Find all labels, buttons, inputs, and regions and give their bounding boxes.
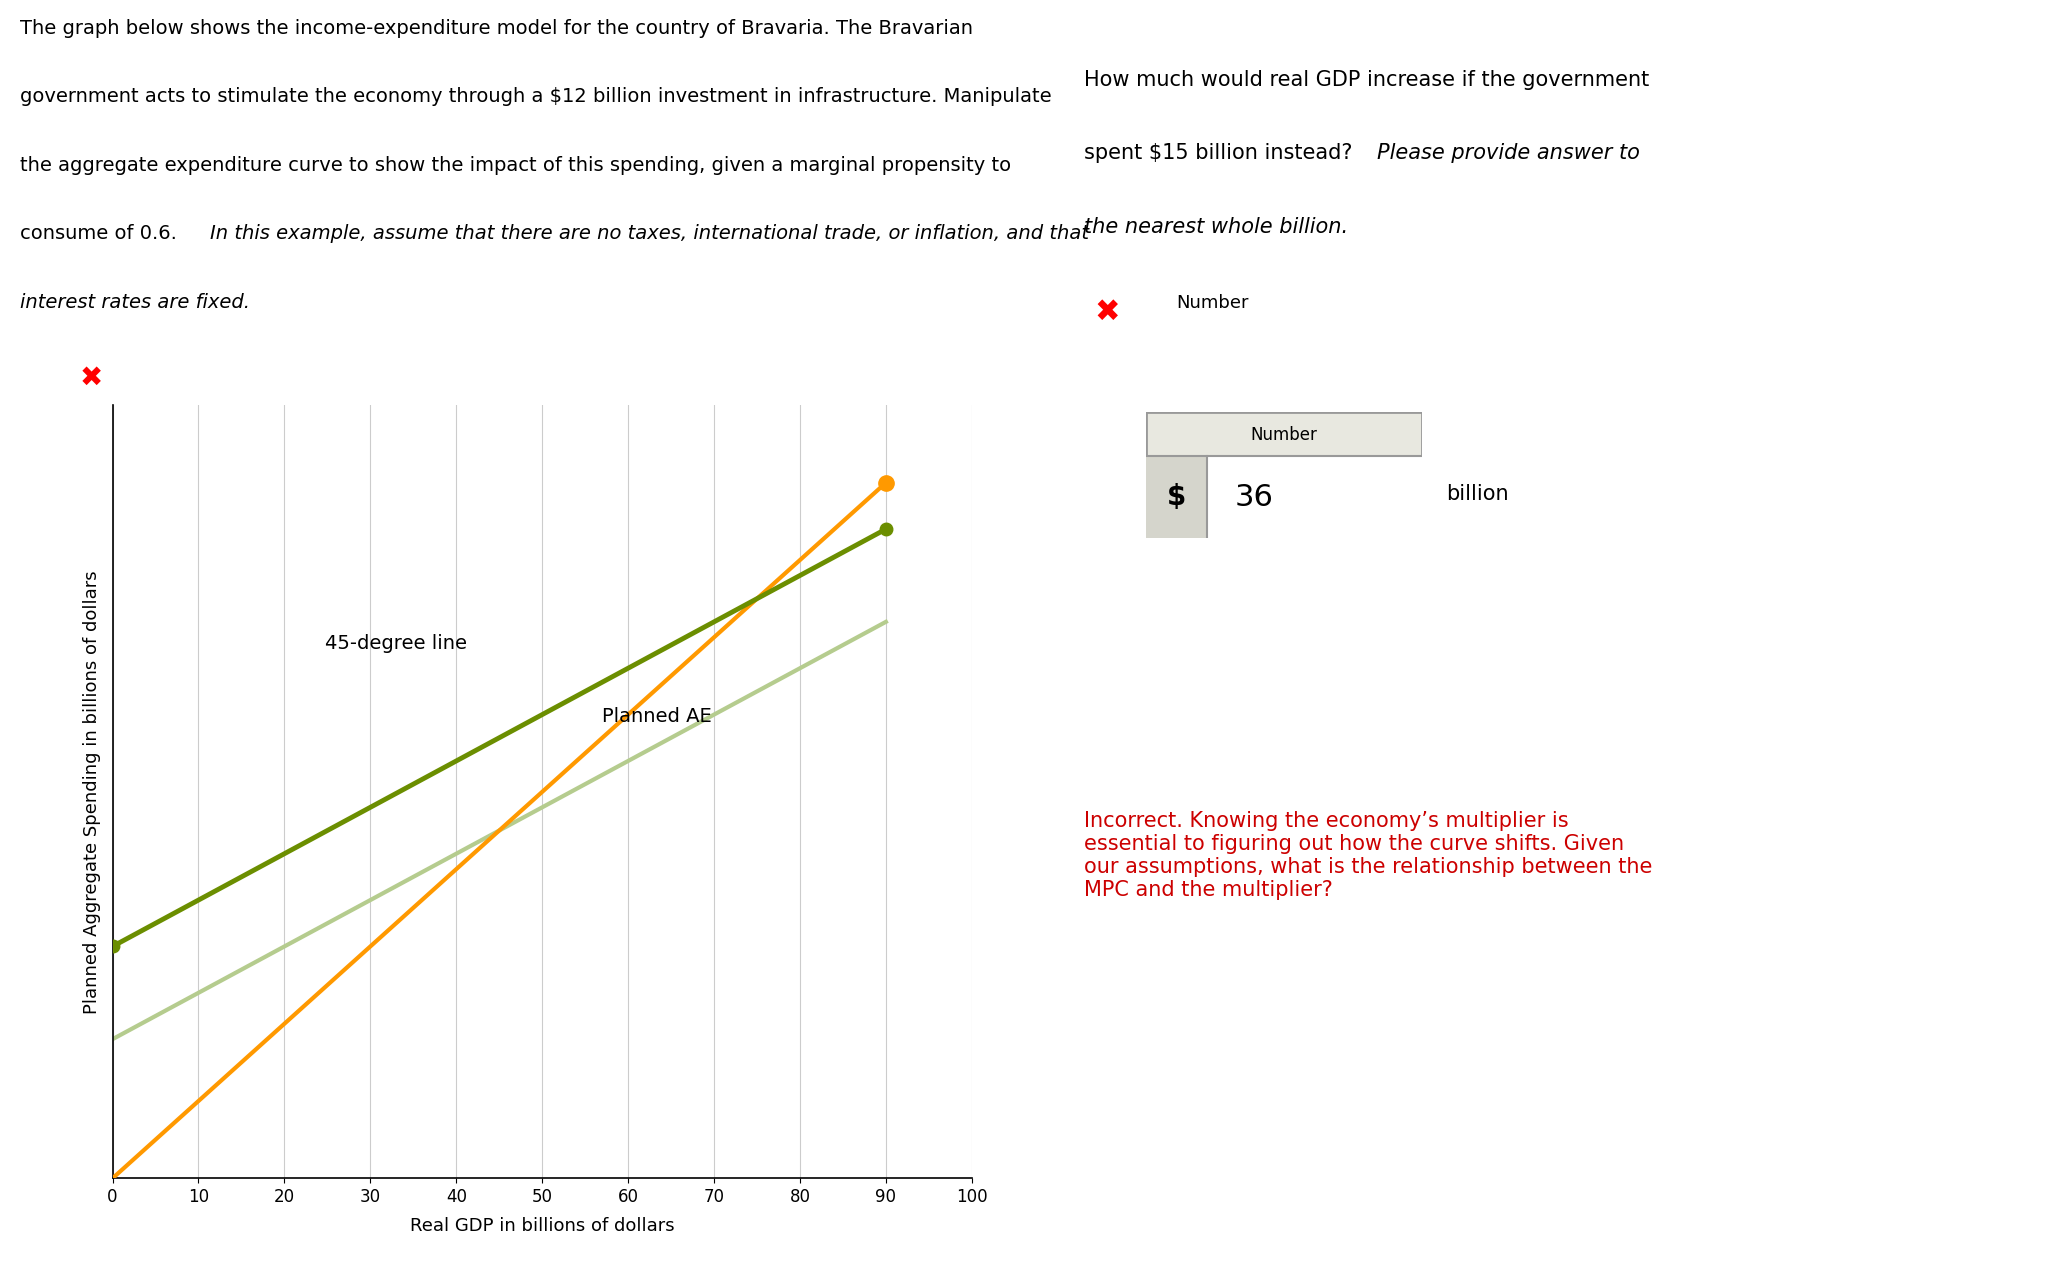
X-axis label: Real GDP in billions of dollars: Real GDP in billions of dollars	[409, 1218, 675, 1235]
Text: In this example, assume that there are no taxes, international trade, or inflati: In this example, assume that there are n…	[211, 224, 1088, 243]
Text: ✖: ✖	[80, 364, 102, 392]
Text: spent $15 billion instead?: spent $15 billion instead?	[1084, 143, 1359, 163]
Text: billion: billion	[1447, 484, 1510, 504]
Text: the aggregate expenditure curve to show the impact of this spending, given a mar: the aggregate expenditure curve to show …	[20, 156, 1011, 175]
FancyBboxPatch shape	[1146, 456, 1207, 538]
Text: Number: Number	[1250, 426, 1318, 443]
FancyBboxPatch shape	[1207, 456, 1422, 538]
Text: Please provide answer to: Please provide answer to	[1377, 143, 1641, 163]
Text: Number: Number	[1176, 294, 1248, 312]
Text: government acts to stimulate the economy through a $12 billion investment in inf: government acts to stimulate the economy…	[20, 87, 1052, 106]
Text: The graph below shows the income-expenditure model for the country of Bravaria. : The graph below shows the income-expendi…	[20, 19, 974, 38]
Text: $: $	[1166, 483, 1187, 512]
Text: How much would real GDP increase if the government: How much would real GDP increase if the …	[1084, 70, 1649, 90]
Text: interest rates are fixed.: interest rates are fixed.	[20, 293, 250, 312]
Text: Planned AE: Planned AE	[602, 707, 712, 726]
Y-axis label: Planned Aggregate Spending in billions of dollars: Planned Aggregate Spending in billions o…	[84, 570, 102, 1014]
Text: 36: 36	[1234, 483, 1273, 512]
Text: the nearest whole billion.: the nearest whole billion.	[1084, 217, 1348, 237]
Text: consume of 0.6.: consume of 0.6.	[20, 224, 184, 243]
FancyBboxPatch shape	[1146, 412, 1422, 538]
Text: ✖: ✖	[1095, 298, 1119, 327]
Text: 45-degree line: 45-degree line	[325, 634, 466, 653]
Text: Incorrect. Knowing the economy’s multiplier is
essential to figuring out how the: Incorrect. Knowing the economy’s multipl…	[1084, 811, 1653, 901]
